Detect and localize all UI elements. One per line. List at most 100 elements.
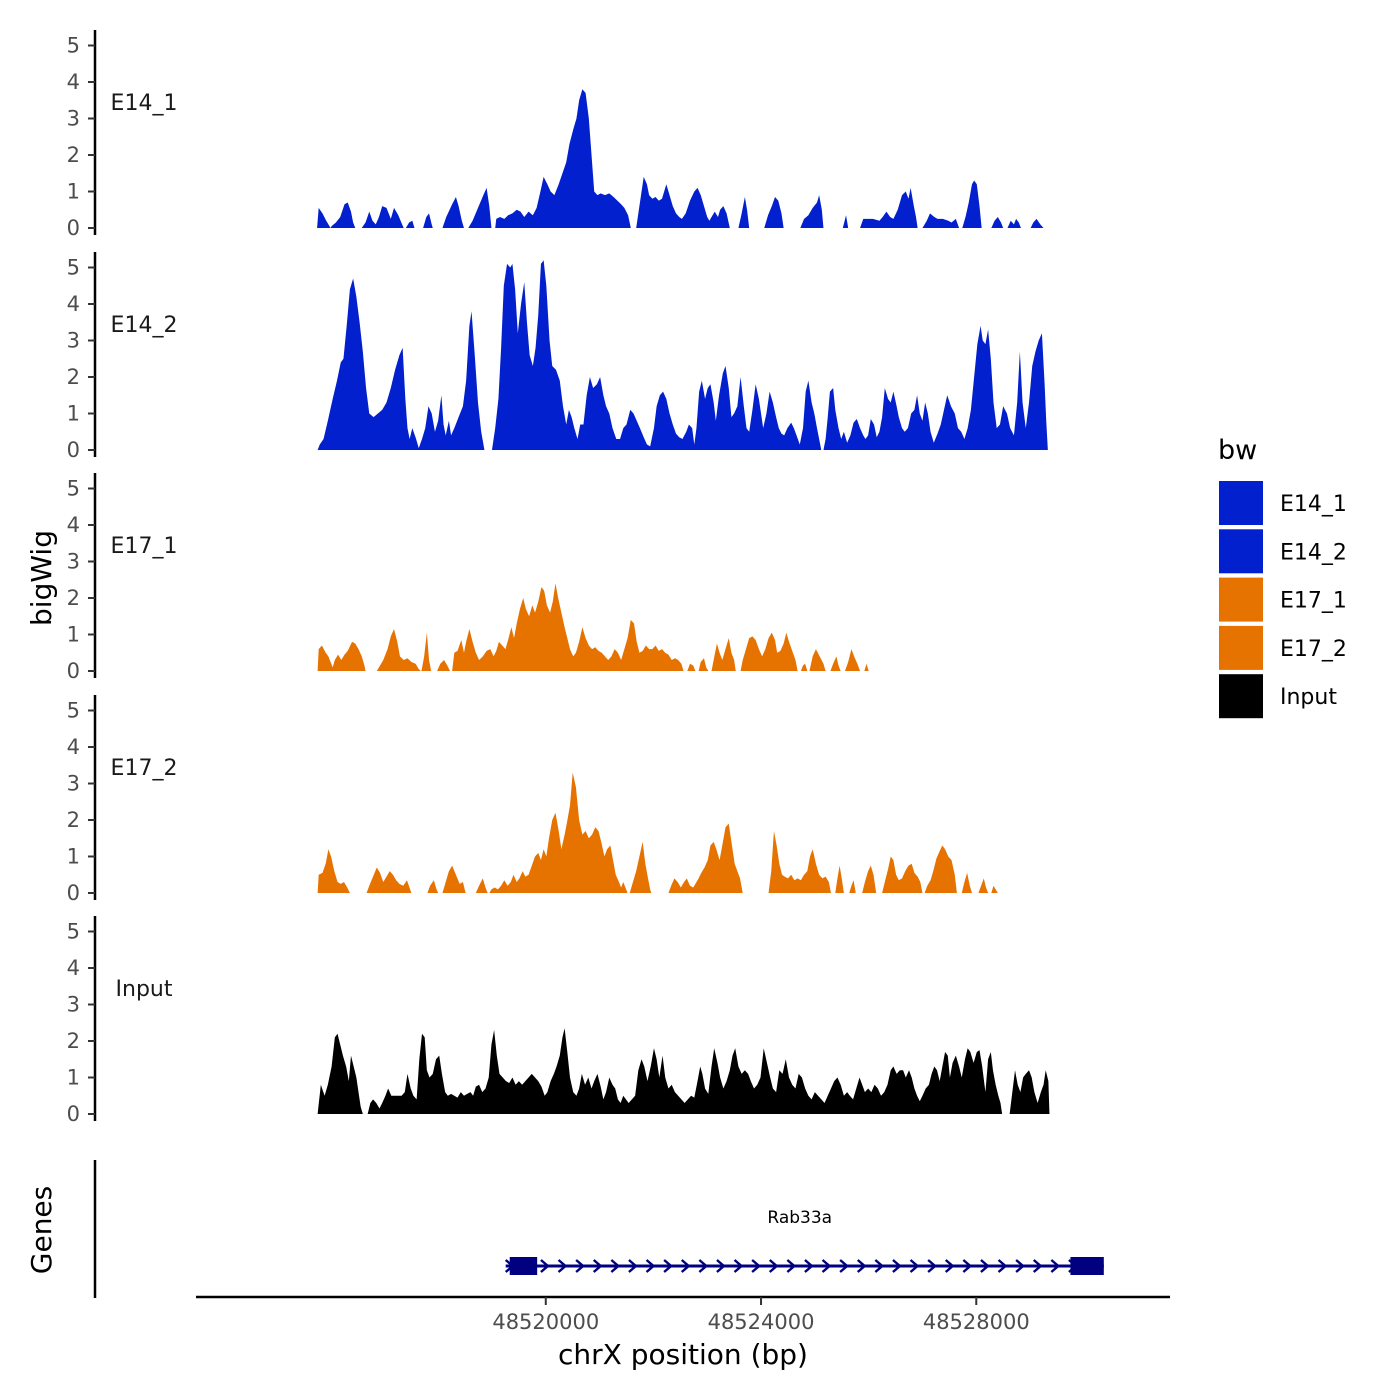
genes-title: Genes (25, 1186, 58, 1274)
legend-swatch-E17_2 (1219, 625, 1263, 670)
strand-arrow (892, 1259, 902, 1273)
strand-arrow (733, 1259, 744, 1273)
strand-arrow (1015, 1259, 1025, 1273)
y-tick-label: 0 (67, 216, 80, 240)
area-E17_2 (317, 772, 998, 893)
y-tick-label: 2 (67, 808, 80, 832)
strand-arrow (839, 1259, 849, 1273)
strand-arrow (786, 1259, 797, 1273)
track-label-E14_1: E14_1 (111, 91, 178, 116)
y-tick-label: 4 (67, 513, 80, 537)
strand-arrow (856, 1259, 867, 1273)
track-E17_2: 0 1 2 3 4 5 E17_2 (67, 695, 998, 905)
legend-swatch-Input (1219, 674, 1263, 719)
x-tick-label: 48528000 (923, 1310, 1030, 1334)
x-tick-label: 48524000 (708, 1310, 815, 1334)
track-E14_1: 0 1 2 3 4 5 E14_1 (67, 30, 1044, 240)
y-tick-label: 4 (67, 956, 80, 980)
gene-exon (1070, 1257, 1104, 1275)
y-tick-label: 5 (67, 477, 80, 501)
strand-arrow (698, 1259, 709, 1273)
area-E14_2 (317, 260, 1048, 450)
y-tick-label: 0 (67, 659, 80, 683)
bigwig-tracks: 0 1 2 3 4 5 E14_1 0 1 2 3 4 5 E14_2 0 1 2 3 4 5 E17_1 0 1 2 3 4 5 E… (67, 30, 1050, 1126)
y-tick-label: 2 (67, 365, 80, 389)
y-tick-label: 3 (67, 550, 80, 574)
legend-swatch-E14_2 (1219, 529, 1263, 574)
legend-label-Input: Input (1280, 685, 1337, 710)
legend: bw E14_1 E14_2 E17_1 E17_2 Input (1218, 435, 1347, 719)
legend-label-E14_2: E14_2 (1280, 540, 1347, 565)
y-tick-label: 2 (67, 586, 80, 610)
strand-arrow (645, 1259, 656, 1273)
y-tick-label: 1 (67, 180, 80, 204)
strand-arrow (1032, 1259, 1043, 1273)
track-Input: 0 1 2 3 4 5 Input (67, 916, 1050, 1126)
strand-arrow (909, 1259, 920, 1273)
x-tick-label: 48520000 (492, 1310, 599, 1334)
y-tick-label: 1 (67, 845, 80, 869)
legend-label-E14_1: E14_1 (1280, 492, 1347, 517)
legend-label-E17_2: E17_2 (1280, 637, 1347, 662)
y-axis-title: bigWig (25, 530, 58, 626)
x-axis-title: chrX position (bp) (558, 1338, 808, 1371)
y-tick-label: 1 (67, 402, 80, 426)
y-tick-label: 4 (67, 70, 80, 94)
strand-arrow (663, 1259, 673, 1273)
y-tick-label: 1 (67, 1066, 80, 1090)
strand-arrow (592, 1259, 603, 1273)
strand-arrow (575, 1259, 585, 1273)
strand-arrow (804, 1259, 814, 1273)
strand-arrow (1050, 1259, 1061, 1273)
y-tick-label: 3 (67, 329, 80, 353)
genes-panel: Genes Rab33a (25, 1160, 1104, 1298)
gene-exon (509, 1257, 538, 1275)
y-tick-label: 3 (67, 993, 80, 1017)
strand-arrow (751, 1259, 761, 1273)
track-label-E17_1: E17_1 (111, 534, 178, 559)
strand-arrow (962, 1259, 973, 1273)
area-E14_1 (317, 89, 1044, 228)
strand-arrow (927, 1259, 937, 1273)
legend-swatch-E14_1 (1219, 481, 1263, 525)
strand-arrow (874, 1259, 885, 1273)
track-label-Input: Input (116, 977, 173, 1002)
y-tick-label: 1 (67, 623, 80, 647)
track-E17_1: 0 1 2 3 4 5 E17_1 (67, 473, 869, 683)
legend-label-E17_1: E17_1 (1280, 589, 1347, 614)
strand-arrow (610, 1259, 621, 1273)
track-E14_2: 0 1 2 3 4 5 E14_2 (67, 252, 1048, 462)
strand-arrow (944, 1259, 955, 1273)
gene-label: Rab33a (767, 1208, 832, 1228)
y-tick-label: 2 (67, 1029, 80, 1053)
y-tick-label: 4 (67, 735, 80, 759)
y-tick-label: 5 (67, 920, 80, 944)
y-tick-label: 0 (67, 881, 80, 905)
y-tick-label: 4 (67, 292, 80, 316)
y-tick-label: 3 (67, 107, 80, 131)
y-tick-label: 5 (67, 34, 80, 58)
legend-title: bw (1218, 435, 1257, 466)
legend-swatch-E17_1 (1219, 577, 1263, 622)
y-tick-label: 2 (67, 143, 80, 167)
strand-arrow (628, 1259, 638, 1273)
area-Input (317, 1028, 1050, 1114)
x-axis: 48520000 48524000 48528000 (196, 1295, 1170, 1334)
strand-arrow (768, 1259, 779, 1273)
y-tick-label: 5 (67, 256, 80, 280)
strand-arrow (540, 1259, 550, 1273)
y-tick-label: 0 (67, 438, 80, 462)
strand-arrow (716, 1259, 726, 1273)
y-tick-label: 0 (67, 1102, 80, 1126)
track-label-E14_2: E14_2 (111, 313, 178, 338)
strand-arrow (997, 1259, 1008, 1273)
y-tick-label: 5 (67, 699, 80, 723)
y-tick-label: 3 (67, 772, 80, 796)
strand-arrow (821, 1259, 832, 1273)
strand-arrow (680, 1259, 691, 1273)
strand-arrow (980, 1259, 990, 1273)
area-E17_1 (317, 583, 869, 671)
strand-arrow (557, 1259, 568, 1273)
track-label-E17_2: E17_2 (111, 756, 178, 781)
